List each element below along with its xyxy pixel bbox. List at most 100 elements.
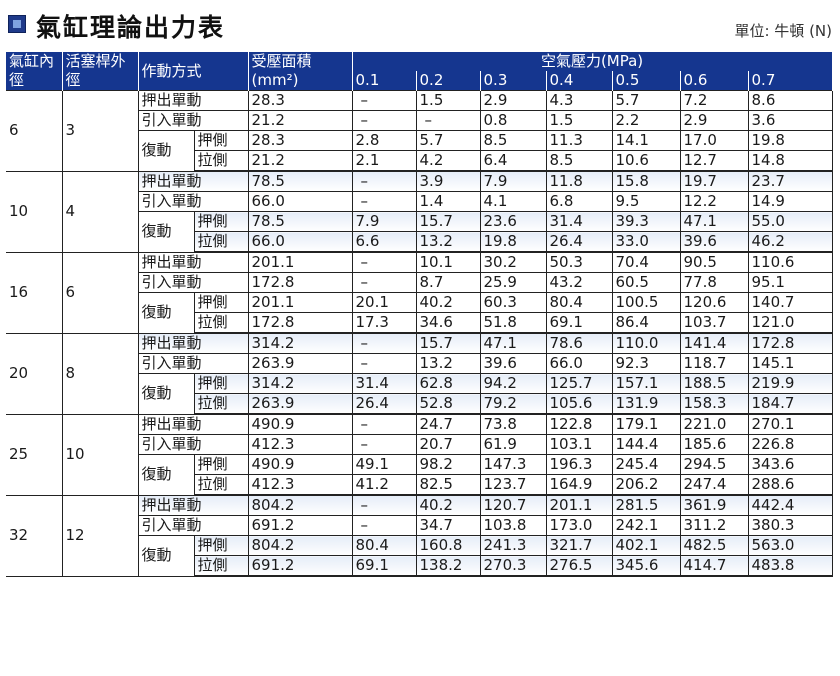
force-cell: 402.1 [611,535,681,556]
force-cell: 1.4 [415,191,481,212]
force-cell: 110.6 [747,251,833,273]
force-cell: 345.6 [611,555,681,577]
force-cell: 120.7 [479,494,547,516]
force-cell: 61.9 [479,434,547,455]
force-cell: 15.8 [611,170,681,192]
force-cell: – [415,110,481,131]
mode-cell: 引入單動 [137,515,249,536]
bore-cell: 25 [6,413,63,496]
area-cell: 691.2 [247,555,353,577]
side-cell: 拉側 [193,150,249,172]
force-cell: 276.5 [545,555,613,577]
page-title: 氣缸理論出力表 [36,13,226,42]
force-cell: 131.9 [611,393,681,415]
force-cell: 2.9 [479,90,547,111]
force-cell: 47.1 [679,211,749,232]
side-cell: 押側 [193,373,249,394]
force-cell: 26.4 [351,393,417,415]
force-cell: – [351,170,417,192]
area-cell: 78.5 [247,170,353,192]
force-cell: 196.3 [545,454,613,475]
rod-cell: 12 [61,494,139,577]
table-row: 拉側 691.2 69.1 138.2 270.3 276.5 345.6 414.7 483.… [6,555,833,577]
force-cell: 242.1 [611,515,681,536]
area-cell: 21.2 [247,110,353,131]
force-cell: – [351,434,417,455]
area-cell: 314.2 [247,373,353,394]
mode-cell: 復動 [137,292,195,334]
force-cell: 39.3 [611,211,681,232]
mode-cell: 押出單動 [137,90,249,111]
force-cell: 172.8 [747,332,833,354]
bore-cell: 16 [6,251,63,334]
bore-cell: 6 [6,90,63,172]
mode-cell: 押出單動 [137,170,249,192]
force-cell: – [351,110,417,131]
force-cell: 69.1 [545,312,613,334]
force-cell: 184.7 [747,393,833,415]
force-cell: 105.6 [545,393,613,415]
force-cell: 51.8 [479,312,547,334]
force-cell: 3.6 [747,110,833,131]
force-cell: 39.6 [679,231,749,253]
rod-cell: 4 [61,170,139,253]
table-row: 復動 押側 314.2 31.4 62.8 94.2 125.7 157.1 188.5 219.… [6,373,833,415]
force-cell: 17.0 [679,130,749,151]
force-cell: 121.0 [747,312,833,334]
table-row: 引入單動 21.2– –0.8 1.5 2.2 2.9 3.6 [6,110,833,131]
force-cell: 24.7 [415,413,481,435]
force-cell: 31.4 [351,373,417,394]
force-cell: 7.9 [479,170,547,192]
mode-cell: 復動 [137,373,195,415]
force-cell: 8.5 [545,150,613,172]
force-cell: 20.7 [415,434,481,455]
force-cell: 6.6 [351,231,417,253]
force-cell: 179.1 [611,413,681,435]
force-cell: 6.8 [545,191,613,212]
col-p-01: 0.1 [352,71,417,91]
side-cell: 拉側 [193,555,249,577]
force-cell: 4.2 [415,150,481,172]
side-cell: 押側 [193,535,249,556]
force-cell: 77.8 [679,272,749,293]
area-cell: 78.5 [247,211,353,232]
page-header: 氣缸理論出力表 單位: 牛頓 (N) [0,0,840,52]
force-cell: 94.2 [479,373,547,394]
force-cell: 8.6 [747,90,833,111]
table-row: 復動 押側 28.3 2.8 5.7 8.5 11.3 14.1 17.0 19.8 [6,130,833,172]
force-cell: 90.5 [679,251,749,273]
force-cell: 442.4 [747,494,833,516]
force-cell: 380.3 [747,515,833,536]
force-cell: 321.7 [545,535,613,556]
force-cell: 482.5 [679,535,749,556]
force-cell: 78.6 [545,332,613,354]
unit-label: 單位: 牛頓 (N) [734,22,832,40]
area-cell: 412.3 [247,474,353,496]
force-cell: – [351,515,417,536]
table-row: 復動 押側 804.2 80.4 160.8 241.3 321.7 402.1 482.5 56… [6,535,833,577]
force-cell: 82.5 [415,474,481,496]
table-row: 10 4 押出單動 78.5–3.9 7.9 11.8 15.8 19.7 23.7 [6,170,833,253]
force-cell: 62.8 [415,373,481,394]
force-cell: 14.8 [747,150,833,172]
col-p-04: 0.4 [546,71,613,91]
rod-cell: 3 [61,90,139,172]
force-cell: 144.4 [611,434,681,455]
force-cell: 34.7 [415,515,481,536]
force-cell: 52.8 [415,393,481,415]
mode-cell: 復動 [137,211,195,253]
force-cell: 158.3 [679,393,749,415]
area-cell: 691.2 [247,515,353,536]
table-row: 拉側 412.3 41.2 82.5 123.7 164.9 206.2 247.4 288.6 [6,474,833,496]
force-cell: 100.5 [611,292,681,313]
force-cell: – [351,191,417,212]
force-cell: 270.3 [479,555,547,577]
force-cell: 80.4 [351,535,417,556]
table-row: 引入單動 263.9–13.2 39.6 66.0 92.3 118.7 145.1 [6,353,833,374]
force-cell: 563.0 [747,535,833,556]
bore-cell: 32 [6,494,63,577]
force-cell: 141.4 [679,332,749,354]
rod-cell: 8 [61,332,139,415]
force-cell: 125.7 [545,373,613,394]
mode-cell: 引入單動 [137,434,249,455]
